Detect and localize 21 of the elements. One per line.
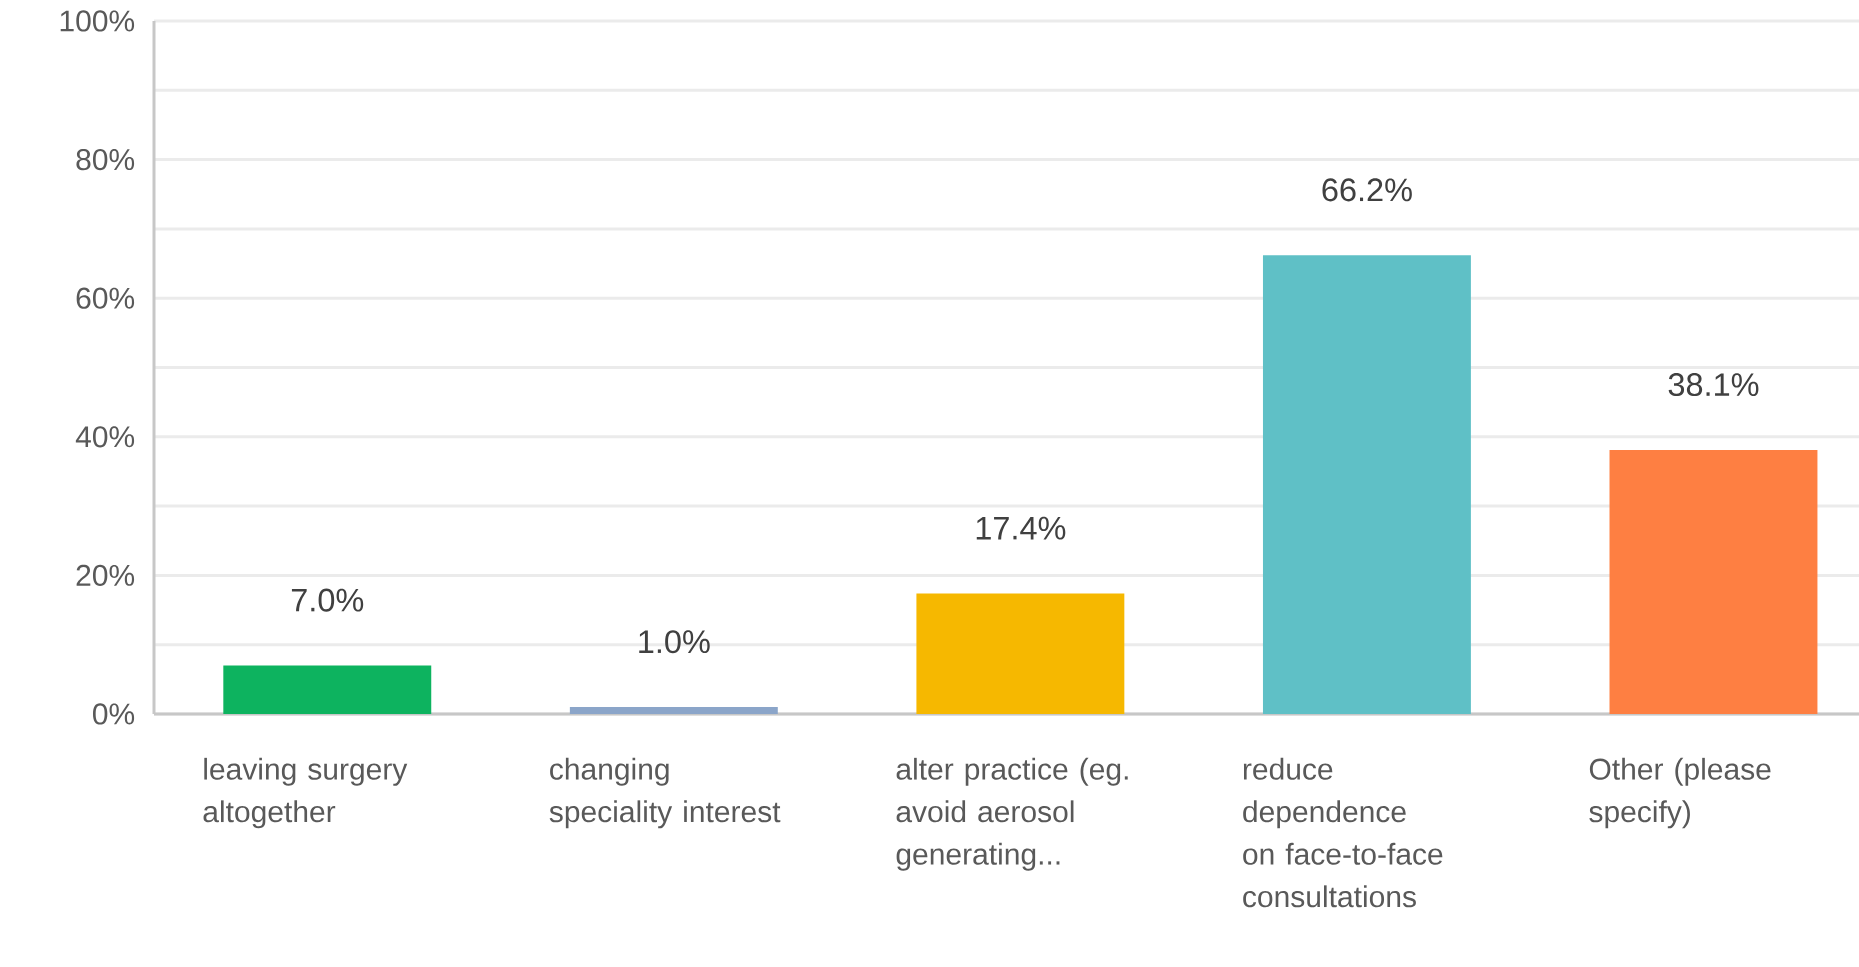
bar (1262, 255, 1471, 714)
y-tick-label: 80% (76, 148, 135, 171)
x-tick-label: reduce dependence on face-to-face consultations (1243, 757, 1443, 908)
bar (223, 665, 432, 714)
bar (916, 593, 1125, 714)
data-label: 17.4% (976, 516, 1066, 540)
x-tick-label: Other (please specify) (1589, 757, 1771, 829)
bar (1609, 449, 1818, 714)
y-tick-label: 60% (76, 287, 135, 309)
y-tick-label: 100% (60, 10, 135, 32)
x-tick-label: changing speciality interest (549, 757, 781, 829)
data-label: 66.2% (1322, 178, 1412, 202)
y-tick-label: 40% (75, 426, 135, 448)
x-tick-label: alter practice (eg. avoid aerosol generating... (896, 757, 1128, 871)
y-tick-label: 20% (76, 564, 135, 586)
y-tick-label: 0% (92, 703, 135, 725)
x-tick-label: leaving surgery altogether (203, 757, 408, 829)
bar (569, 707, 778, 714)
data-label: 7.0% (291, 588, 364, 612)
data-label: 38.1% (1668, 373, 1759, 397)
data-label: 1.0% (639, 630, 710, 654)
